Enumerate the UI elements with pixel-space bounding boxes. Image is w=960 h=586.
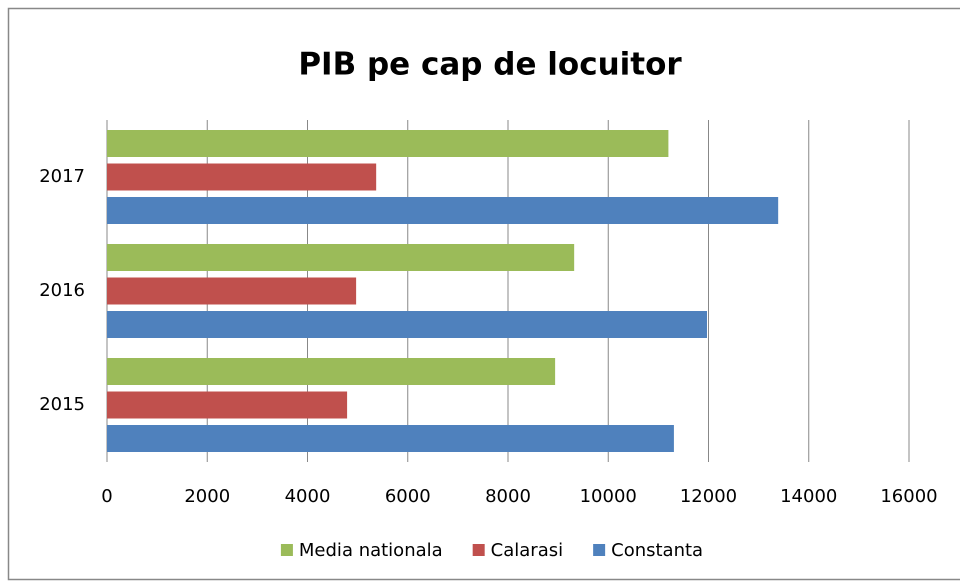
bar: [107, 311, 707, 338]
x-tick-label: 8000: [485, 486, 531, 507]
legend-swatch: [593, 544, 606, 556]
chart-title: PIB pe cap de locuitor: [298, 47, 682, 83]
legend-label: Calarasi: [491, 540, 563, 561]
x-tick-label: 6000: [385, 486, 431, 507]
x-tick-label: 14000: [780, 486, 837, 507]
x-tick-label: 10000: [580, 486, 637, 507]
x-tick-label: 2000: [184, 486, 230, 507]
bar: [107, 130, 669, 157]
y-tick-label: 2015: [39, 394, 85, 415]
x-tick-label: 16000: [880, 486, 937, 507]
bar: [107, 391, 348, 419]
x-tick-label: 4000: [285, 486, 331, 507]
bar: [107, 163, 377, 191]
x-tick-label: 0: [101, 486, 112, 507]
legend-swatch: [280, 544, 293, 556]
bar: [107, 244, 575, 271]
y-tick-label: 2016: [39, 280, 85, 301]
legend-swatch: [472, 544, 485, 556]
bar: [107, 358, 556, 385]
bar: [107, 197, 779, 224]
y-tick-label: 2017: [39, 166, 85, 187]
bar: [107, 277, 357, 305]
legend-label: Constanta: [611, 540, 703, 561]
legend-label: Media nationala: [299, 540, 443, 561]
bar: [107, 425, 674, 452]
x-tick-label: 12000: [680, 486, 737, 507]
